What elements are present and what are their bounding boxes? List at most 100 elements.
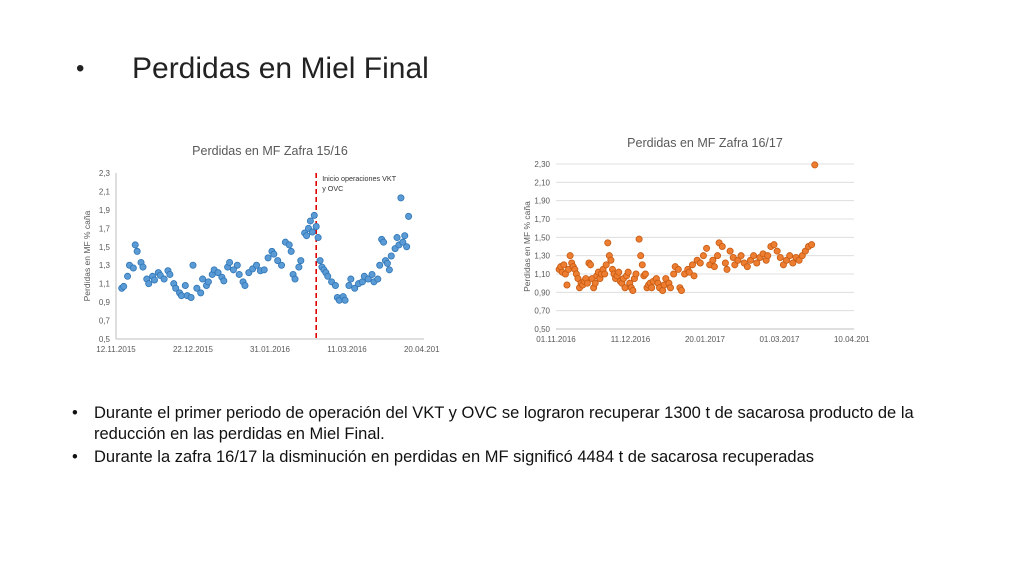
y-tick-label: 1,30 bbox=[534, 252, 550, 261]
data-point bbox=[345, 282, 353, 290]
data-point bbox=[374, 275, 382, 283]
data-point bbox=[750, 252, 758, 260]
data-point bbox=[710, 263, 718, 271]
data-point bbox=[312, 222, 320, 230]
data-point bbox=[709, 256, 717, 264]
data-point bbox=[770, 241, 778, 249]
x-tick-label: 10.04.2017 bbox=[834, 335, 870, 344]
data-point bbox=[393, 234, 401, 242]
data-point bbox=[187, 293, 195, 301]
data-point bbox=[764, 252, 772, 260]
y-tick-label: 2,1 bbox=[99, 187, 111, 196]
data-point bbox=[166, 270, 174, 278]
data-point bbox=[310, 211, 318, 219]
data-point bbox=[786, 252, 794, 260]
data-point bbox=[331, 282, 339, 290]
data-point bbox=[376, 261, 384, 269]
y-tick-label: 0,7 bbox=[99, 317, 111, 326]
data-point bbox=[287, 247, 295, 255]
bullet-dot: • bbox=[72, 404, 78, 422]
bullet-dot: • bbox=[72, 448, 78, 466]
y-tick-label: 1,3 bbox=[99, 261, 111, 270]
data-point bbox=[297, 257, 305, 265]
data-point bbox=[235, 270, 243, 278]
data-point bbox=[583, 279, 591, 287]
data-point bbox=[674, 265, 682, 273]
data-point bbox=[811, 161, 819, 169]
data-point bbox=[341, 296, 349, 304]
data-point bbox=[601, 270, 609, 278]
data-point bbox=[197, 289, 205, 297]
data-point bbox=[587, 261, 595, 269]
data-point bbox=[560, 261, 568, 269]
x-tick-label: 20.04.2016 bbox=[404, 345, 440, 354]
chart-zafra-15-16-svg: Perdidas en MF Zafra 15/16 0,5 0,7 0,9 1,1 1,… bbox=[82, 144, 440, 354]
data-point bbox=[129, 264, 137, 272]
data-point bbox=[566, 252, 574, 260]
x-tick-label: 31.01.2016 bbox=[250, 345, 291, 354]
data-point bbox=[133, 247, 141, 255]
x-tick-label: 12.11.2015 bbox=[96, 345, 136, 354]
data-point bbox=[214, 269, 222, 277]
data-point bbox=[241, 282, 249, 290]
y-tick-label: 0,90 bbox=[534, 288, 550, 297]
data-point bbox=[690, 272, 698, 280]
data-point bbox=[615, 268, 623, 276]
data-point bbox=[131, 241, 139, 249]
data-point bbox=[383, 259, 391, 267]
data-point bbox=[314, 234, 322, 242]
chart-title: Perdidas en MF Zafra 15/16 bbox=[192, 144, 348, 158]
x-tick-label: 11.12.2016 bbox=[611, 335, 651, 344]
data-point bbox=[264, 254, 272, 262]
annotation-text: y OVC bbox=[322, 184, 343, 193]
data-point bbox=[648, 284, 656, 292]
data-point bbox=[308, 228, 316, 236]
data-point bbox=[285, 241, 293, 249]
data-point bbox=[139, 263, 147, 271]
data-point bbox=[229, 266, 237, 274]
data-point bbox=[699, 252, 707, 260]
data-point bbox=[189, 261, 197, 269]
data-point bbox=[401, 232, 409, 240]
data-point bbox=[291, 275, 299, 283]
y-tick-label: 1,5 bbox=[99, 243, 111, 252]
y-tick-label: 1,90 bbox=[534, 197, 550, 206]
chart-zafra-15-16: Perdidas en MF Zafra 15/16 0,5 0,7 0,9 1,1 1,… bbox=[80, 130, 440, 360]
y-tick-label: 2,30 bbox=[534, 160, 550, 169]
data-point bbox=[677, 286, 685, 294]
y-tick-label: 0,50 bbox=[534, 325, 550, 334]
data-point bbox=[641, 270, 649, 278]
y-tick-label: 1,50 bbox=[534, 233, 550, 242]
data-point bbox=[629, 286, 637, 294]
bullet-item-2: • Durante la zafra 16/17 la disminución … bbox=[72, 447, 952, 468]
data-point bbox=[253, 261, 261, 269]
data-point bbox=[124, 272, 132, 280]
y-tick-label: 1,9 bbox=[99, 206, 111, 215]
data-point bbox=[199, 275, 207, 283]
data-point bbox=[726, 247, 734, 255]
data-point bbox=[635, 235, 643, 243]
y-tick-label: 2,10 bbox=[534, 178, 550, 187]
chart-zafra-16-17: Perdidas en MF Zafra 16/17 0,50 0,70 0,90 1,… bbox=[510, 125, 870, 355]
data-point bbox=[789, 259, 797, 267]
data-point bbox=[368, 270, 376, 278]
data-point bbox=[306, 217, 314, 225]
chart-title: Perdidas en MF Zafra 16/17 bbox=[627, 136, 783, 150]
data-point bbox=[397, 194, 405, 202]
data-point bbox=[670, 270, 678, 278]
data-point bbox=[172, 284, 180, 292]
y-tick-label: 0,70 bbox=[534, 307, 550, 316]
data-point bbox=[260, 266, 268, 274]
data-point bbox=[316, 257, 324, 265]
data-point bbox=[703, 244, 711, 252]
y-tick-label: 2,3 bbox=[99, 169, 111, 178]
data-point bbox=[278, 261, 286, 269]
bullet-text-1: Durante el primer periodo de operación d… bbox=[94, 404, 914, 443]
data-point bbox=[387, 252, 395, 260]
data-point bbox=[714, 252, 722, 260]
data-point bbox=[403, 243, 411, 251]
data-point bbox=[270, 250, 278, 258]
bullet-item-1: • Durante el primer periodo de operación… bbox=[72, 403, 952, 445]
data-point bbox=[151, 276, 159, 284]
y-tick-label: 1,70 bbox=[534, 215, 550, 224]
